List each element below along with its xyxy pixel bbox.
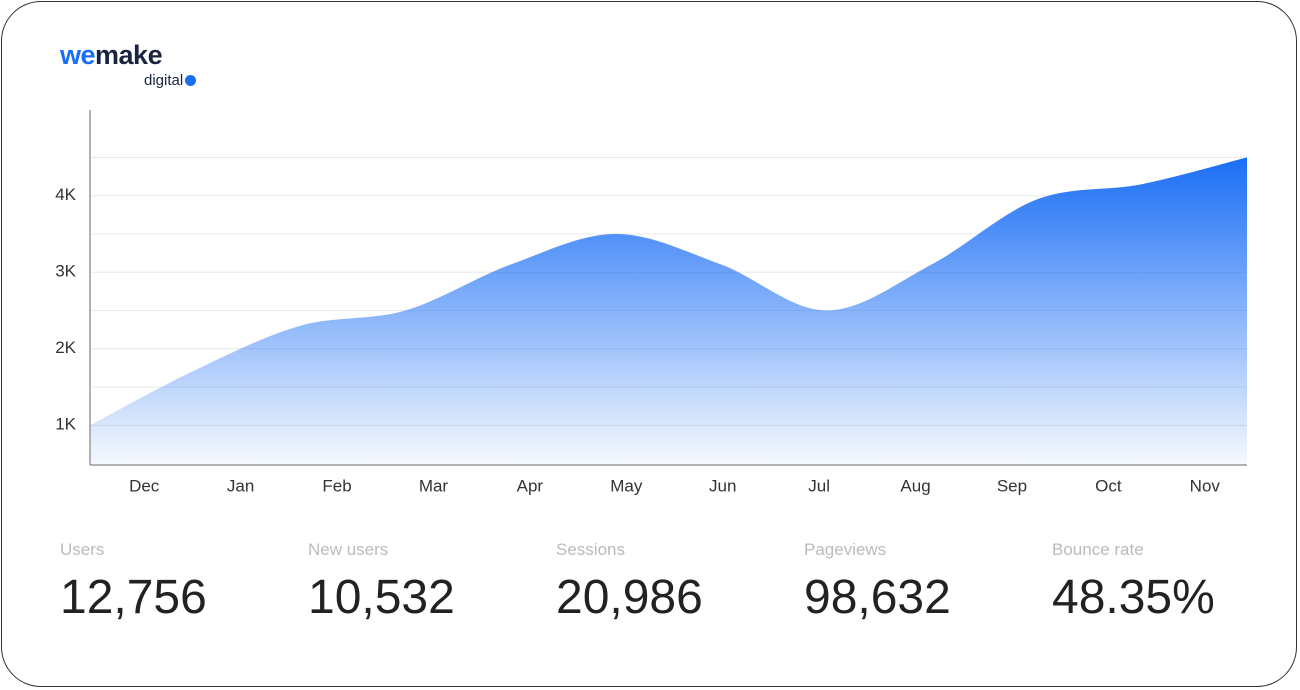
stat: Bounce rate 48.35% [1052,540,1215,625]
stat: Pageviews 98,632 [804,540,951,625]
stat-label: Bounce rate [1052,540,1144,559]
x-tick-label: Jun [709,476,736,495]
stat: Users 12,756 [60,540,207,625]
logo-accent: we [60,40,96,70]
x-tick-label: Aug [900,476,930,495]
area [90,157,1247,465]
x-tick-label: Dec [129,476,160,495]
y-tick-label: 2K [55,338,76,357]
stat-label: Sessions [556,540,625,559]
logo-sub: digital [144,72,197,89]
stat-value: 10,532 [308,571,455,624]
y-tick-label: 3K [55,262,76,281]
y-tick-label: 1K [55,415,76,434]
stat: Sessions 20,986 [556,540,703,625]
stat-value: 48.35% [1052,571,1215,624]
logo-rest: make [95,40,163,70]
y-tick-label: 4K [55,185,76,204]
x-tick-label: Nov [1190,476,1221,495]
x-tick-label: Sep [997,476,1027,495]
stat-value: 98,632 [804,571,951,624]
x-tick-label: Jan [227,476,254,495]
x-tick-label: Mar [419,476,449,495]
stat-label: New users [308,540,389,559]
logo-dot [185,75,197,86]
logo-word: wemake [60,40,163,71]
logo-sub-text: digital [144,72,184,89]
stat-label: Pageviews [804,540,887,559]
stat-label: Users [60,540,105,559]
stat-value: 12,756 [60,571,207,624]
x-tick-label: Oct [1095,476,1122,495]
stat: New users 10,532 [308,540,455,625]
stat-value: 20,986 [556,571,703,624]
x-tick-label: Jul [808,476,830,495]
x-tick-label: Apr [517,476,544,495]
logo: wemake digital [60,40,197,89]
x-tick-label: Feb [322,476,351,495]
x-tick-label: May [610,476,643,495]
